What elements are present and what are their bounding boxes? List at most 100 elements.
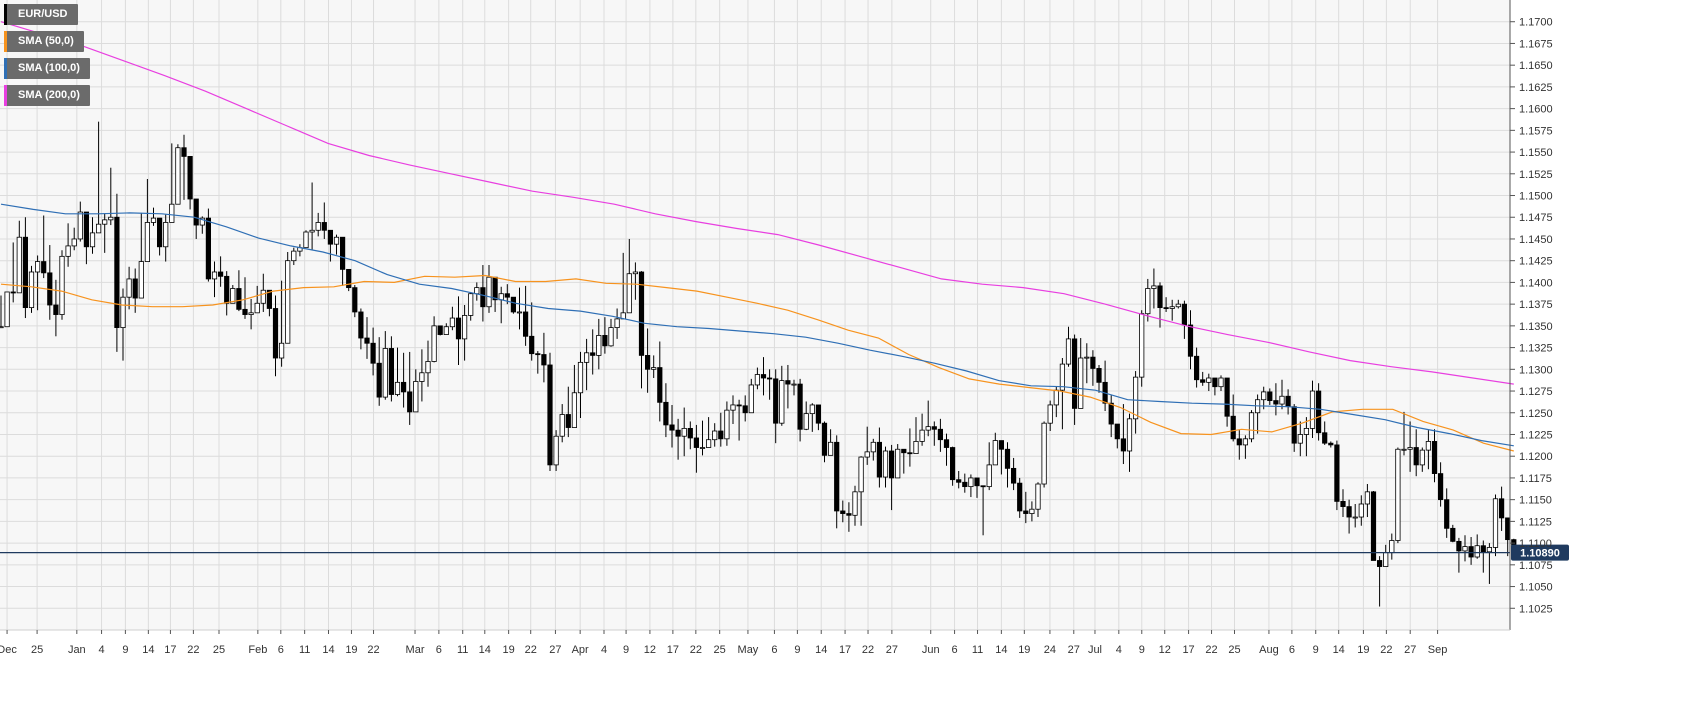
candle-body [571, 392, 578, 428]
candle-body [333, 236, 340, 245]
x-tick-label: 17 [1182, 644, 1194, 656]
x-tick-label: 22 [690, 644, 702, 656]
candle-body [163, 222, 169, 248]
candle-body [1401, 448, 1407, 451]
candle-body [181, 147, 187, 157]
candle-body [632, 271, 639, 275]
candle-body [1139, 313, 1145, 378]
candle-body [748, 384, 754, 414]
x-tick-label: 17 [667, 644, 679, 656]
candle-body [1017, 482, 1023, 512]
candle-body [565, 414, 571, 428]
candle-body [669, 424, 675, 431]
candle-body [1065, 338, 1072, 365]
candle-body [913, 441, 919, 454]
x-tick-label: 4 [1116, 644, 1122, 656]
y-tick-label: 1.1100 [1519, 538, 1552, 550]
x-tick-label: 4 [98, 644, 104, 656]
candle-body [693, 437, 700, 448]
x-tick-label: 22 [1205, 644, 1217, 656]
candle-body [468, 293, 474, 316]
x-tick-label: 6 [1289, 644, 1295, 656]
candle-body [754, 374, 761, 386]
y-tick-label: 1.1325 [1519, 343, 1553, 355]
candle-body [492, 276, 498, 301]
candle-body [907, 452, 913, 455]
candle-body [651, 367, 657, 370]
candle-body [315, 222, 321, 231]
x-tick-label: 14 [322, 644, 334, 656]
candle-body [1212, 377, 1218, 388]
candle-body [1316, 390, 1322, 434]
candle-body [187, 156, 193, 200]
candle-body [437, 325, 443, 335]
legend-sma50[interactable]: SMA (50,0) [4, 31, 84, 52]
candle-body [217, 271, 224, 277]
candle-body [541, 354, 547, 366]
candle-body [77, 211, 83, 240]
candle-body [1041, 422, 1047, 485]
candle-body [1090, 356, 1096, 369]
y-tick-label: 1.1350 [1519, 321, 1553, 333]
candle-body [41, 261, 47, 274]
candle-body [461, 315, 468, 340]
candle-body [260, 289, 266, 304]
candle-body [950, 447, 956, 481]
candle-body [968, 477, 974, 488]
y-tick-label: 1.1475 [1519, 212, 1553, 224]
candle-body [901, 448, 907, 454]
x-tick-label: 27 [1068, 644, 1080, 656]
candle-body [791, 383, 797, 386]
candle-body [864, 451, 870, 458]
x-tick-label: May [738, 644, 759, 656]
x-tick-label: Mar [406, 644, 425, 656]
legend-sma100[interactable]: SMA (100,0) [4, 58, 90, 79]
candle-body [388, 348, 395, 395]
candle-body [1218, 377, 1224, 388]
candle-body [1230, 415, 1236, 440]
candle-body [980, 485, 986, 488]
x-tick-label: Feb [248, 644, 267, 656]
y-tick-label: 1.1575 [1519, 125, 1553, 137]
y-tick-label: 1.1050 [1519, 582, 1553, 594]
x-tick-label: 12 [644, 644, 656, 656]
candle-body [150, 217, 157, 223]
candle-body [895, 448, 901, 479]
candle-body [480, 287, 486, 308]
candle-body [144, 222, 150, 262]
x-tick-label: 17 [164, 644, 176, 656]
candle-body [797, 383, 803, 430]
candle-body [1236, 438, 1242, 446]
current-price-line: 1.10890 [0, 544, 1569, 561]
x-tick-label: 27 [549, 644, 561, 656]
x-tick-label: 22 [525, 644, 537, 656]
y-tick-label: 1.1675 [1519, 38, 1553, 50]
candle-body [1157, 285, 1163, 309]
candle-body [407, 391, 413, 413]
candle-body [1126, 418, 1133, 452]
candle-body [1181, 303, 1187, 326]
candle-body [590, 352, 596, 356]
candle-body [699, 447, 706, 449]
candle-body [1334, 444, 1340, 502]
candle-body [1096, 368, 1102, 383]
candle-body [553, 435, 559, 466]
candle-body [1468, 546, 1474, 558]
candle-body [1474, 545, 1480, 558]
x-tick-label: 12 [1159, 644, 1171, 656]
candle-body [1072, 338, 1078, 409]
legend-sma200[interactable]: SMA (200,0) [4, 85, 90, 106]
x-tick-label: 14 [815, 644, 827, 656]
candle-body [724, 409, 730, 440]
candle-body [773, 378, 779, 424]
candle-body [272, 308, 279, 359]
candle-body [114, 216, 120, 328]
x-tick-label: 14 [142, 644, 154, 656]
candle-body [1011, 467, 1017, 484]
y-tick-label: 1.1550 [1519, 147, 1553, 159]
candle-body [1505, 517, 1511, 541]
candles [0, 121, 1517, 607]
candle-body [1133, 376, 1139, 420]
legend-symbol[interactable]: EUR/USD [4, 4, 78, 25]
